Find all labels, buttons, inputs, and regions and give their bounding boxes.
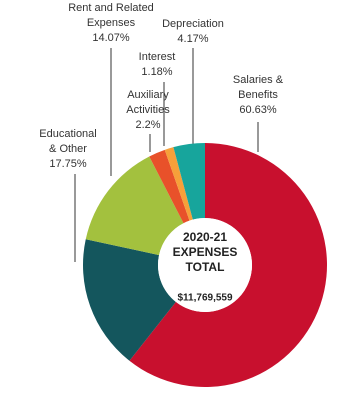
slice-label: Depreciation 4.17% xyxy=(151,17,235,47)
slice-name: Auxiliary Activities xyxy=(126,89,170,116)
donut-slice xyxy=(83,239,176,361)
slice-name: Depreciation xyxy=(162,18,224,30)
slice-label: Auxiliary Activities 2.2% xyxy=(112,88,184,133)
center-title: TOTAL xyxy=(186,260,225,274)
slice-label: Salaries & Benefits 60.63% xyxy=(222,73,294,118)
donut-slice xyxy=(85,156,184,256)
slice-label: Interest 1.18% xyxy=(127,50,187,80)
slice-name: Educational & Other xyxy=(39,128,97,155)
leader-lines xyxy=(74,48,259,262)
slice-label: Educational & Other 17.75% xyxy=(35,127,101,172)
slice-name: Rent and Related Expenses xyxy=(68,2,154,29)
slice-value: 60.63% xyxy=(239,104,277,116)
center-title: EXPENSES xyxy=(173,245,238,259)
slice-value: 4.17% xyxy=(177,33,209,45)
slice-value: 2.2% xyxy=(135,119,161,131)
slice-name: Interest xyxy=(138,51,176,63)
donut-slice xyxy=(173,143,205,220)
donut-hole xyxy=(158,218,252,312)
slice-value: 14.07% xyxy=(92,32,130,44)
donut-slice xyxy=(164,147,193,221)
slice-name: Salaries & Benefits xyxy=(232,74,284,101)
donut-slice xyxy=(129,143,327,388)
slice-label: Rent and Related Expenses 14.07% xyxy=(63,1,159,46)
slice-value: 1.18% xyxy=(141,66,173,78)
slice-value: 17.75% xyxy=(49,158,87,170)
donut-slice xyxy=(149,149,190,224)
center-title: 2020-21 xyxy=(183,230,227,244)
center-total: $11,769,559 xyxy=(177,293,232,304)
